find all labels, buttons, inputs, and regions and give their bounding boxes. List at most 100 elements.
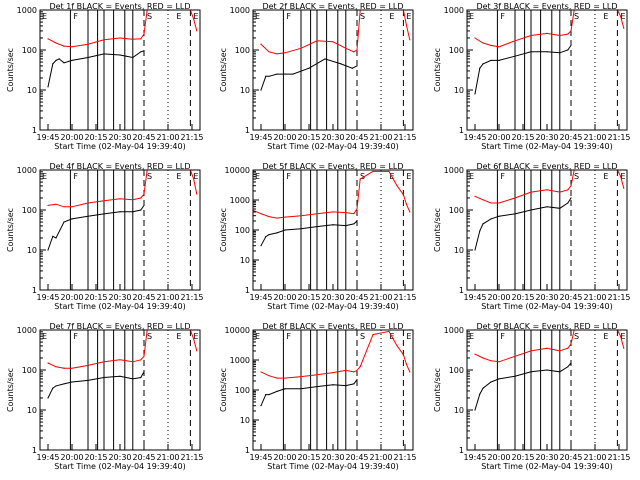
panel: F S E E E 1 10 100 1000 19:45 20:00 20:15 20:30 20:45…: [433, 322, 631, 471]
marker-letter-s: S: [147, 172, 152, 181]
data-point: [140, 359, 142, 361]
data-point: [143, 193, 145, 195]
data-point: [55, 366, 57, 368]
y-tick-label: 1000: [230, 356, 250, 365]
data-point: [570, 30, 572, 32]
data-point: [482, 63, 484, 65]
marker-letter-e: E: [42, 12, 47, 21]
x-axis-label: Start Time (02-May-04 19:39:40): [481, 302, 612, 311]
marker-letter-s: S: [574, 172, 579, 181]
data-point: [71, 367, 73, 369]
y-tick-label: 1000: [444, 326, 464, 335]
y-tick-label: 10000: [225, 166, 250, 175]
x-tick-label: 20:00: [487, 293, 510, 302]
panel: F S E E E 1 10 100 1000 19:45 20:00 20:15 20:30 20:45…: [219, 2, 417, 151]
data-point: [260, 43, 262, 45]
data-point: [356, 208, 358, 210]
x-tick-label: 20:45: [132, 453, 155, 462]
data-point: [546, 369, 548, 371]
y-tick-label: 100: [22, 46, 37, 55]
x-tick-label: 20:45: [132, 293, 155, 302]
data-point: [530, 34, 532, 37]
data-point: [356, 65, 358, 67]
data-point: [567, 347, 569, 349]
marker-letter-e: E: [42, 172, 47, 181]
chart-title: Det 7f BLACK = Events, RED = LLD: [49, 322, 190, 331]
data-point: [196, 193, 198, 195]
marker-letter-s: S: [360, 172, 365, 181]
data-point: [103, 213, 105, 215]
chart-title: Det 9f BLACK = Events, RED = LLD: [476, 322, 617, 331]
marker-letter-s: S: [147, 332, 152, 341]
x-tick-label: 20:15: [297, 453, 320, 462]
y-tick-label: 10: [240, 416, 250, 425]
data-point: [559, 191, 561, 193]
data-point: [119, 37, 121, 39]
x-tick-label: 20:45: [132, 133, 155, 142]
data-point: [567, 49, 569, 51]
data-point: [52, 63, 54, 65]
panel: F S E E E 1 10 100 1000 19:45 20:00 20:15 20:30 20:45…: [6, 162, 204, 311]
data-point: [300, 228, 302, 230]
data-point: [132, 38, 134, 40]
marker-letter-e: E: [620, 12, 625, 21]
marker-letter-e: E: [603, 12, 608, 21]
data-point: [559, 34, 561, 37]
marker-letter-e: E: [620, 172, 625, 181]
marker-letter-e: E: [603, 172, 608, 181]
data-point: [265, 75, 267, 77]
data-point: [490, 44, 492, 47]
x-tick-label: 21:00: [583, 453, 606, 462]
data-point: [132, 56, 134, 59]
y-tick-label: 1: [459, 446, 464, 455]
marker-letter-s: S: [147, 12, 152, 21]
y-tick-label: 100: [235, 46, 250, 55]
y-tick-label: 100: [235, 386, 250, 395]
y-tick-label: 1000: [17, 6, 37, 15]
chart-title: Det 3f BLACK = Events, RED = LLD: [476, 2, 617, 11]
x-tick-label: 20:30: [535, 133, 558, 142]
data-point: [356, 220, 358, 222]
marker-letter-e: E: [193, 12, 198, 21]
data-point: [87, 202, 89, 204]
data-point: [265, 394, 267, 396]
data-point: [55, 59, 57, 61]
data-point: [324, 58, 326, 60]
x-tick-label: 20:30: [321, 453, 344, 462]
x-axis-label: Start Time (02-May-04 19:39:40): [481, 462, 612, 471]
x-tick-label: 21:15: [180, 133, 203, 142]
data-point: [406, 364, 408, 366]
data-point: [514, 40, 516, 42]
data-point: [47, 86, 49, 88]
plot-frame: [39, 9, 201, 131]
marker-letter-e: E: [620, 332, 625, 341]
x-tick-label: 20:30: [108, 453, 131, 462]
data-point: [530, 51, 532, 53]
data-point: [63, 383, 65, 385]
data-point: [47, 249, 49, 251]
data-point: [119, 54, 121, 56]
y-tick-label: 1: [459, 126, 464, 135]
series-line-black: [47, 371, 145, 399]
data-point: [276, 73, 278, 75]
data-point: [479, 67, 481, 69]
data-point: [356, 369, 358, 372]
data-point: [479, 230, 481, 232]
data-point: [103, 53, 105, 55]
marker-letter-e: E: [176, 332, 181, 341]
data-point: [406, 25, 408, 27]
data-point: [265, 236, 267, 238]
x-tick-label: 20:15: [511, 453, 534, 462]
data-point: [490, 381, 492, 383]
y-tick-label: 100: [449, 46, 464, 55]
data-point: [474, 37, 476, 39]
data-point: [87, 364, 89, 367]
x-tick-label: 21:15: [607, 453, 630, 462]
data-point: [47, 38, 49, 40]
data-point: [71, 46, 73, 48]
x-tick-label: 21:15: [607, 133, 630, 142]
x-axis-label: Start Time (02-May-04 19:39:40): [267, 462, 398, 471]
y-tick-label: 1000: [230, 6, 250, 15]
